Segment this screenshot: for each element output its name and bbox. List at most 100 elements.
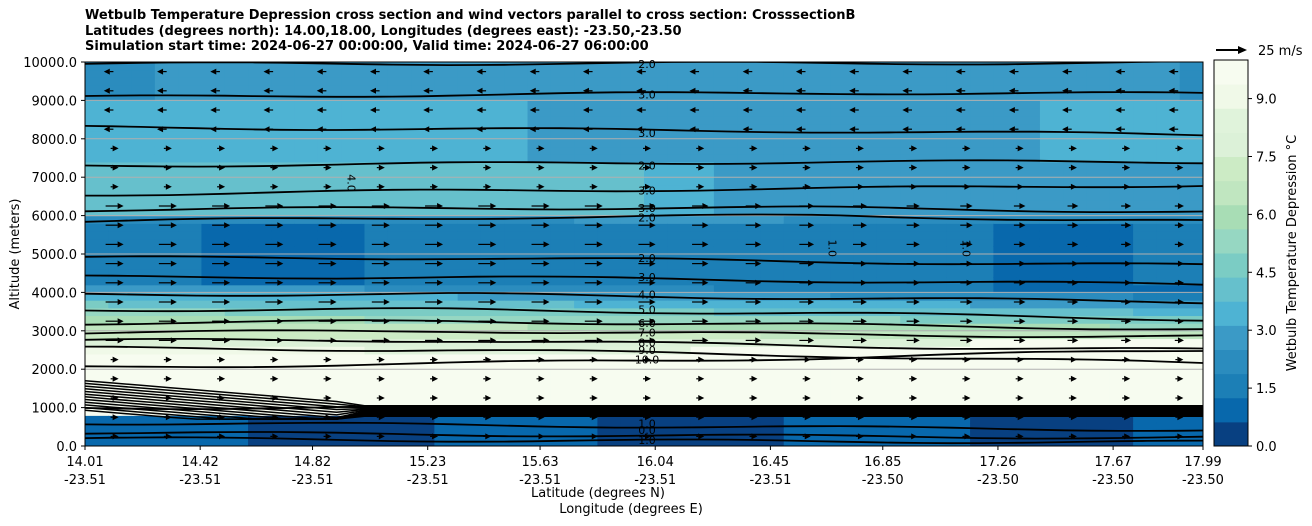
field-cell xyxy=(900,223,925,232)
field-cell xyxy=(853,338,878,347)
wind-vector-head xyxy=(485,395,492,401)
field-cell xyxy=(108,422,133,432)
field-cell xyxy=(480,230,505,240)
field-cell xyxy=(294,384,319,393)
field-cell xyxy=(713,77,738,86)
field-cell xyxy=(341,169,366,178)
field-cell xyxy=(807,346,831,355)
wind-vector-head xyxy=(645,433,651,440)
field-cell xyxy=(317,246,342,255)
field-cell xyxy=(900,92,925,101)
field-cell xyxy=(783,246,808,255)
field-cell xyxy=(411,131,435,140)
colorbar-segment xyxy=(1214,84,1248,109)
field-cell xyxy=(85,77,109,86)
field-cell xyxy=(667,62,692,71)
field-cell xyxy=(760,215,785,224)
field-cell xyxy=(411,277,435,286)
field-cell xyxy=(900,115,925,125)
field-cell xyxy=(550,184,575,194)
field-cell xyxy=(85,277,109,286)
field-cell xyxy=(993,307,1018,317)
field-cell xyxy=(317,376,342,386)
field-cell xyxy=(1133,384,1158,393)
field-cell xyxy=(620,154,645,163)
field-cell xyxy=(737,415,762,424)
field-cell xyxy=(876,399,901,409)
field-cell xyxy=(783,376,808,386)
field-cell xyxy=(760,284,785,293)
field-cell xyxy=(317,207,342,217)
field-cell xyxy=(108,376,133,386)
field-cell xyxy=(946,131,971,140)
field-cell xyxy=(923,77,948,86)
field-cell xyxy=(807,207,831,217)
wind-vector-head xyxy=(1177,414,1184,421)
wind-vector-head xyxy=(596,279,603,286)
field-cell xyxy=(271,123,296,132)
field-cell xyxy=(85,115,109,125)
field-cell xyxy=(1086,138,1111,148)
wind-vector-head xyxy=(1017,183,1024,190)
field-cell xyxy=(830,69,855,78)
field-cell xyxy=(201,246,226,255)
field-cell xyxy=(527,154,552,163)
field-cell xyxy=(364,200,389,209)
wind-vector-head xyxy=(582,87,589,94)
field-cell xyxy=(667,184,692,194)
field-cell xyxy=(411,315,435,324)
field-cell xyxy=(1179,261,1203,270)
field-cell xyxy=(783,361,808,370)
field-cell xyxy=(317,177,342,186)
field-cell xyxy=(248,146,272,155)
field-cell xyxy=(201,284,226,293)
field-cell xyxy=(527,215,552,224)
field-cell xyxy=(1063,138,1088,148)
field-cell xyxy=(574,154,599,163)
field-cell xyxy=(830,261,855,270)
wind-vector-head xyxy=(966,318,973,325)
field-cell xyxy=(434,384,459,393)
field-cell xyxy=(480,415,505,424)
field-cell xyxy=(317,85,342,94)
field-cell xyxy=(457,315,482,324)
field-cell xyxy=(1016,346,1041,355)
wind-vector-head xyxy=(117,279,124,286)
field-cell xyxy=(970,261,994,270)
field-cell xyxy=(667,223,692,232)
wind-vector-head xyxy=(529,87,536,94)
colorbar-segment xyxy=(1214,301,1248,326)
wind-vector-head xyxy=(804,433,811,440)
field-cell xyxy=(387,254,412,263)
field-cell xyxy=(993,330,1018,340)
field-cell xyxy=(341,254,366,263)
field-cell xyxy=(923,323,948,332)
field-cell xyxy=(108,131,133,140)
field-cell xyxy=(504,353,529,363)
field-cell xyxy=(317,307,342,317)
field-cell xyxy=(853,146,878,155)
field-cell xyxy=(1109,115,1134,125)
field-cell xyxy=(923,192,948,201)
wind-vector-head xyxy=(224,299,231,305)
field-cell xyxy=(830,200,855,209)
field-cell xyxy=(1086,246,1111,255)
wind-vector-head xyxy=(808,279,815,286)
field-cell xyxy=(224,430,249,439)
field-cell xyxy=(480,284,505,293)
field-cell xyxy=(364,123,389,132)
field-cell xyxy=(85,369,109,378)
field-cell xyxy=(783,85,808,94)
field-cell xyxy=(690,415,715,424)
field-cell xyxy=(620,215,645,224)
field-cell xyxy=(341,261,366,270)
field-cell xyxy=(737,123,762,132)
field-cell xyxy=(783,69,808,78)
field-cell xyxy=(294,277,319,286)
field-cell xyxy=(620,184,645,194)
field-cell xyxy=(364,261,389,270)
field-cell xyxy=(574,192,599,201)
wind-vector-head xyxy=(277,318,284,325)
field-cell xyxy=(178,100,203,109)
field-cell xyxy=(946,62,971,71)
